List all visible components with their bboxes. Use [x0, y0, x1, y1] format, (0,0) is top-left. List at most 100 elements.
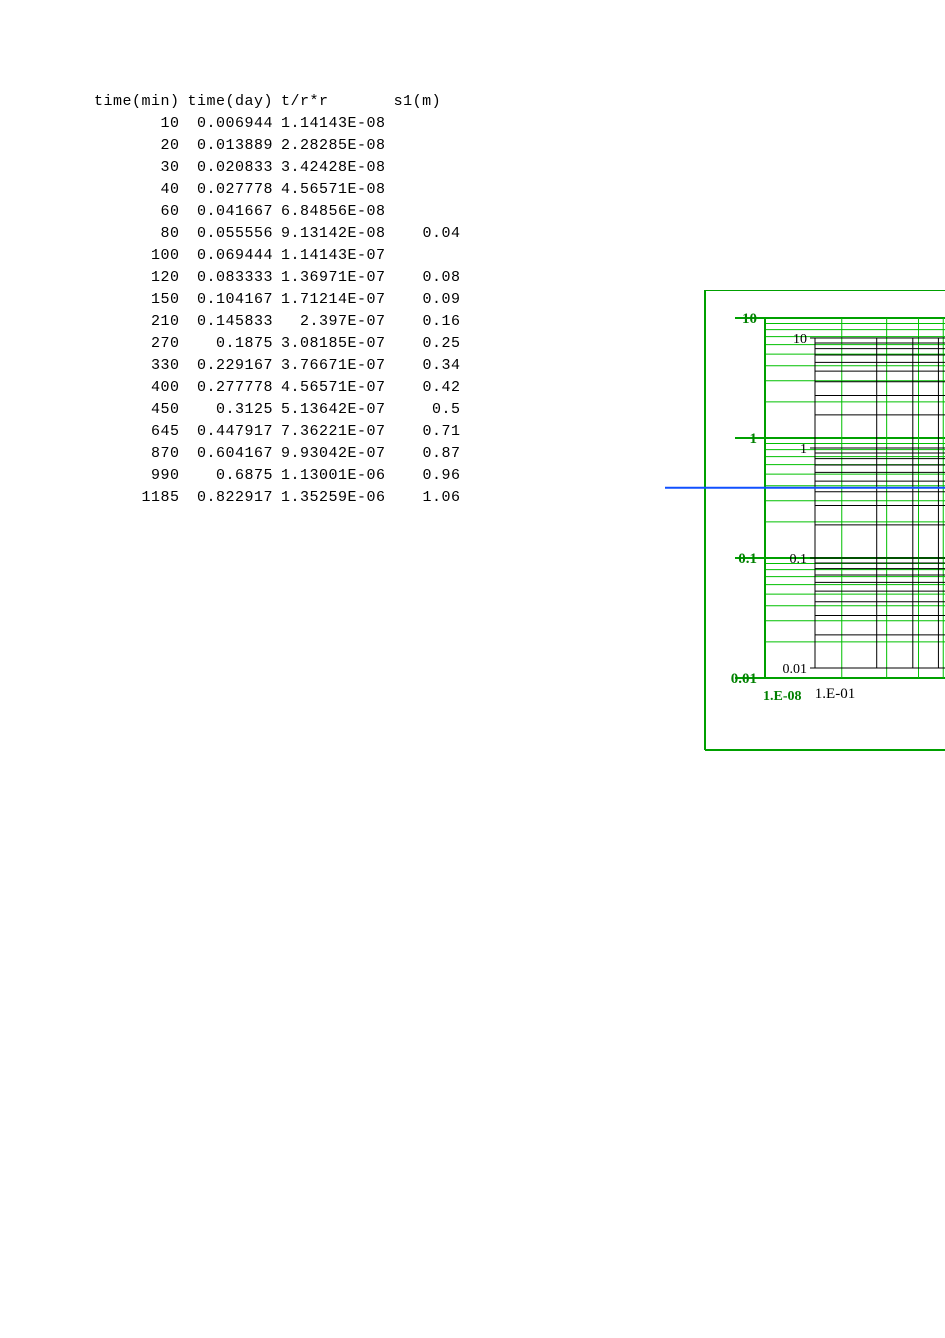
cell-tmin: 210 — [90, 310, 184, 332]
cell-trr: 1.36971E-07 — [277, 266, 390, 288]
cell-trr: 1.13001E-06 — [277, 464, 390, 486]
cell-tday: 0.027778 — [184, 178, 278, 200]
cell-tday: 0.013889 — [184, 134, 278, 156]
cell-tday: 0.822917 — [184, 486, 278, 508]
header-time-min: time(min) — [90, 90, 184, 112]
cell-s1 — [390, 134, 465, 156]
cell-tmin: 870 — [90, 442, 184, 464]
table-row: 2100.1458332.397E-070.16 — [90, 310, 465, 332]
cell-s1: 0.87 — [390, 442, 465, 464]
table-row: 11850.8229171.35259E-061.06 — [90, 486, 465, 508]
svg-text:0.1: 0.1 — [790, 552, 808, 567]
log-log-chart: 1010.10.011010.10.011.E-081.E1.E-01 — [665, 290, 945, 790]
table-row: 300.0208333.42428E-08 — [90, 156, 465, 178]
cell-tmin: 450 — [90, 398, 184, 420]
table-row: 400.0277784.56571E-08 — [90, 178, 465, 200]
cell-s1: 0.96 — [390, 464, 465, 486]
table-row: 3300.2291673.76671E-070.34 — [90, 354, 465, 376]
svg-text:1.E-01: 1.E-01 — [815, 686, 855, 702]
cell-tmin: 1185 — [90, 486, 184, 508]
cell-s1: 0.08 — [390, 266, 465, 288]
cell-s1: 0.25 — [390, 332, 465, 354]
cell-trr: 6.84856E-08 — [277, 200, 390, 222]
cell-s1: 0.16 — [390, 310, 465, 332]
cell-trr: 1.71214E-07 — [277, 288, 390, 310]
cell-tmin: 80 — [90, 222, 184, 244]
cell-s1 — [390, 200, 465, 222]
cell-tmin: 270 — [90, 332, 184, 354]
svg-text:10: 10 — [742, 311, 757, 327]
svg-text:1: 1 — [800, 442, 807, 457]
cell-tmin: 120 — [90, 266, 184, 288]
cell-s1 — [390, 244, 465, 266]
svg-text:10: 10 — [793, 332, 807, 347]
cell-trr: 7.36221E-07 — [277, 420, 390, 442]
cell-s1: 0.04 — [390, 222, 465, 244]
cell-tday: 0.020833 — [184, 156, 278, 178]
cell-trr: 5.13642E-07 — [277, 398, 390, 420]
table-row: 8700.6041679.93042E-070.87 — [90, 442, 465, 464]
table-header-row: time(min) time(day) t/r*r s1(m) — [90, 90, 465, 112]
cell-tmin: 100 — [90, 244, 184, 266]
cell-s1 — [390, 178, 465, 200]
cell-tday: 0.069444 — [184, 244, 278, 266]
table-row: 800.0555569.13142E-080.04 — [90, 222, 465, 244]
header-s1: s1(m) — [390, 90, 465, 112]
table-row: 200.0138892.28285E-08 — [90, 134, 465, 156]
header-t-over-rr: t/r*r — [277, 90, 390, 112]
header-time-day: time(day) — [184, 90, 278, 112]
cell-trr: 1.14143E-07 — [277, 244, 390, 266]
cell-tday: 0.055556 — [184, 222, 278, 244]
cell-trr: 1.14143E-08 — [277, 112, 390, 134]
cell-tmin: 60 — [90, 200, 184, 222]
svg-text:0.1: 0.1 — [738, 551, 757, 567]
cell-tmin: 330 — [90, 354, 184, 376]
cell-tday: 0.6875 — [184, 464, 278, 486]
cell-trr: 3.76671E-07 — [277, 354, 390, 376]
cell-trr: 3.08185E-07 — [277, 332, 390, 354]
cell-s1: 0.09 — [390, 288, 465, 310]
cell-trr: 2.397E-07 — [277, 310, 390, 332]
table-row: 1000.0694441.14143E-07 — [90, 244, 465, 266]
cell-s1 — [390, 112, 465, 134]
cell-tmin: 150 — [90, 288, 184, 310]
table-row: 1200.0833331.36971E-070.08 — [90, 266, 465, 288]
cell-trr: 3.42428E-08 — [277, 156, 390, 178]
chart-area: 1010.10.011010.10.011.E-081.E1.E-01 — [665, 290, 945, 790]
cell-tday: 0.006944 — [184, 112, 278, 134]
cell-s1: 0.5 — [390, 398, 465, 420]
table-row: 100.0069441.14143E-08 — [90, 112, 465, 134]
cell-tday: 0.447917 — [184, 420, 278, 442]
cell-trr: 9.13142E-08 — [277, 222, 390, 244]
cell-tmin: 20 — [90, 134, 184, 156]
table-body: 100.0069441.14143E-08200.0138892.28285E-… — [90, 112, 465, 508]
cell-trr: 9.93042E-07 — [277, 442, 390, 464]
cell-s1: 1.06 — [390, 486, 465, 508]
table-row: 4000.2777784.56571E-070.42 — [90, 376, 465, 398]
cell-trr: 4.56571E-07 — [277, 376, 390, 398]
cell-tday: 0.3125 — [184, 398, 278, 420]
cell-s1: 0.42 — [390, 376, 465, 398]
cell-tmin: 40 — [90, 178, 184, 200]
cell-tday: 0.277778 — [184, 376, 278, 398]
svg-text:1: 1 — [750, 431, 758, 447]
cell-s1 — [390, 156, 465, 178]
cell-tmin: 10 — [90, 112, 184, 134]
table-row: 2700.18753.08185E-070.25 — [90, 332, 465, 354]
table-row: 9900.68751.13001E-060.96 — [90, 464, 465, 486]
cell-trr: 4.56571E-08 — [277, 178, 390, 200]
table-row: 4500.31255.13642E-070.5 — [90, 398, 465, 420]
cell-tday: 0.604167 — [184, 442, 278, 464]
cell-tday: 0.1875 — [184, 332, 278, 354]
cell-tmin: 645 — [90, 420, 184, 442]
table-row: 1500.1041671.71214E-070.09 — [90, 288, 465, 310]
cell-s1: 0.71 — [390, 420, 465, 442]
cell-tmin: 990 — [90, 464, 184, 486]
cell-trr: 1.35259E-06 — [277, 486, 390, 508]
cell-tmin: 400 — [90, 376, 184, 398]
cell-tday: 0.229167 — [184, 354, 278, 376]
svg-text:0.01: 0.01 — [783, 662, 808, 677]
cell-tmin: 30 — [90, 156, 184, 178]
cell-trr: 2.28285E-08 — [277, 134, 390, 156]
table-row: 6450.4479177.36221E-070.71 — [90, 420, 465, 442]
